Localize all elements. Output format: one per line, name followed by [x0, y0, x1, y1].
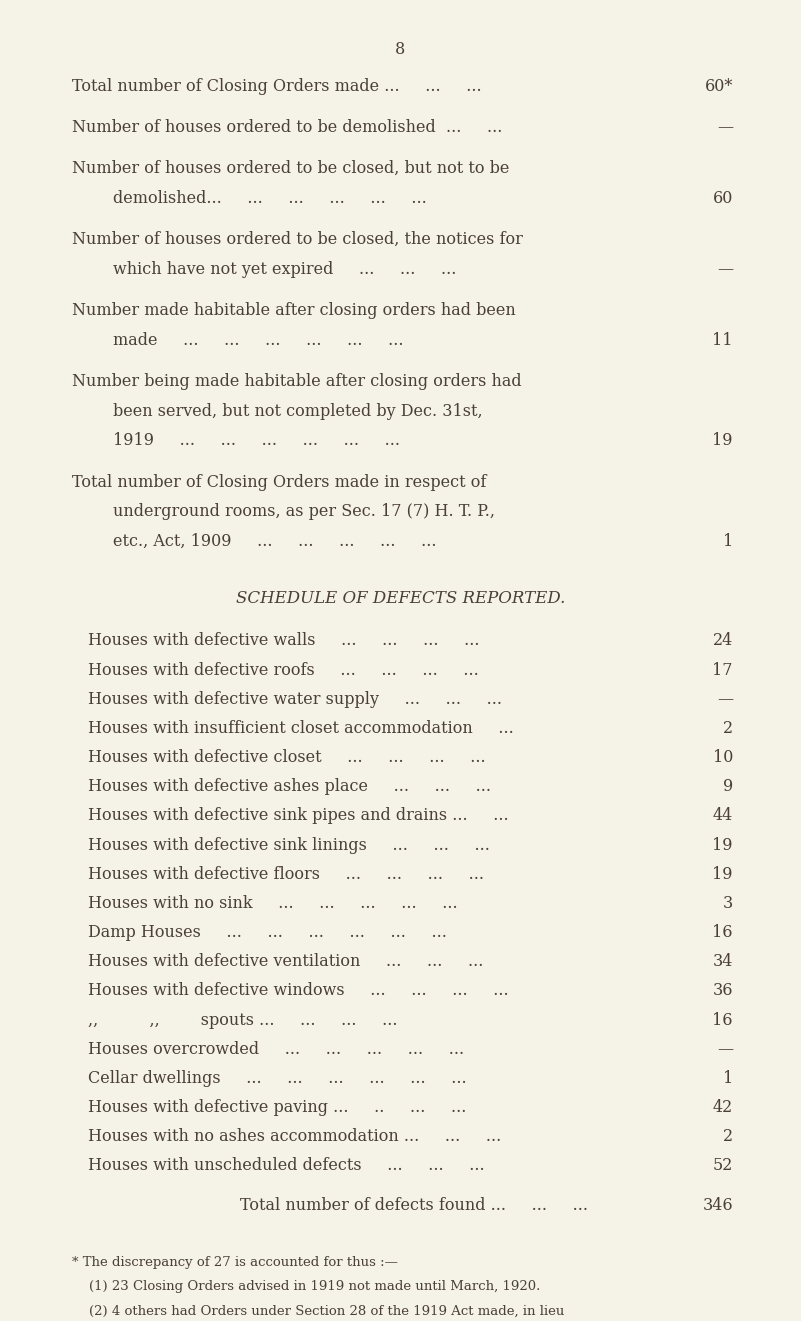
Text: ,,          ,,        spouts ...     ...     ...     ...: ,, ,, spouts ... ... ... ...: [88, 1012, 397, 1029]
Text: 19: 19: [712, 432, 733, 449]
Text: been served, but not completed by Dec. 31st,: been served, but not completed by Dec. 3…: [72, 403, 483, 420]
Text: Houses with defective ventilation     ...     ...     ...: Houses with defective ventilation ... ..…: [88, 954, 484, 971]
Text: 1: 1: [723, 1070, 733, 1087]
Text: —: —: [717, 260, 733, 277]
Text: 9: 9: [723, 778, 733, 795]
Text: Houses with unscheduled defects     ...     ...     ...: Houses with unscheduled defects ... ... …: [88, 1157, 485, 1174]
Text: 2: 2: [723, 1128, 733, 1145]
Text: Damp Houses     ...     ...     ...     ...     ...     ...: Damp Houses ... ... ... ... ... ...: [88, 925, 447, 941]
Text: underground rooms, as per Sec. 17 (7) H. T. P.,: underground rooms, as per Sec. 17 (7) H.…: [72, 503, 495, 520]
Text: 10: 10: [713, 749, 733, 766]
Text: Total number of Closing Orders made in respect of: Total number of Closing Orders made in r…: [72, 473, 486, 490]
Text: which have not yet expired     ...     ...     ...: which have not yet expired ... ... ...: [72, 260, 457, 277]
Text: Houses with defective sink linings     ...     ...     ...: Houses with defective sink linings ... .…: [88, 836, 490, 853]
Text: Number of houses ordered to be demolished  ...     ...: Number of houses ordered to be demolishe…: [72, 119, 502, 136]
Text: 19: 19: [712, 865, 733, 882]
Text: Houses with defective closet     ...     ...     ...     ...: Houses with defective closet ... ... ...…: [88, 749, 485, 766]
Text: 16: 16: [712, 925, 733, 941]
Text: Houses with defective floors     ...     ...     ...     ...: Houses with defective floors ... ... ...…: [88, 865, 484, 882]
Text: Houses with defective windows     ...     ...     ...     ...: Houses with defective windows ... ... ..…: [88, 983, 509, 1000]
Text: Houses with defective walls     ...     ...     ...     ...: Houses with defective walls ... ... ... …: [88, 633, 480, 650]
Text: 36: 36: [712, 983, 733, 1000]
Text: Number made habitable after closing orders had been: Number made habitable after closing orde…: [72, 303, 516, 318]
Text: Number of houses ordered to be closed, but not to be: Number of houses ordered to be closed, b…: [72, 160, 509, 177]
Text: Cellar dwellings     ...     ...     ...     ...     ...     ...: Cellar dwellings ... ... ... ... ... ...: [88, 1070, 467, 1087]
Text: 60: 60: [713, 190, 733, 207]
Text: 8: 8: [396, 41, 405, 58]
Text: —: —: [717, 1041, 733, 1058]
Text: (1) 23 Closing Orders advised in 1919 not made until March, 1920.: (1) 23 Closing Orders advised in 1919 no…: [72, 1280, 541, 1293]
Text: Number of houses ordered to be closed, the notices for: Number of houses ordered to be closed, t…: [72, 231, 523, 248]
Text: 19: 19: [712, 836, 733, 853]
Text: SCHEDULE OF DEFECTS REPORTED.: SCHEDULE OF DEFECTS REPORTED.: [235, 590, 566, 608]
Text: (2) 4 others had Orders under Section 28 of the 1919 Act made, in lieu: (2) 4 others had Orders under Section 28…: [72, 1304, 565, 1317]
Text: —: —: [717, 691, 733, 708]
Text: Houses with no ashes accommodation ...     ...     ...: Houses with no ashes accommodation ... .…: [88, 1128, 501, 1145]
Text: 3: 3: [723, 894, 733, 911]
Text: etc., Act, 1909     ...     ...     ...     ...     ...: etc., Act, 1909 ... ... ... ... ...: [72, 532, 437, 550]
Text: Houses with no sink     ...     ...     ...     ...     ...: Houses with no sink ... ... ... ... ...: [88, 894, 457, 911]
Text: 34: 34: [713, 954, 733, 971]
Text: * The discrepancy of 27 is accounted for thus :—: * The discrepancy of 27 is accounted for…: [72, 1256, 398, 1269]
Text: 346: 346: [702, 1197, 733, 1214]
Text: 60*: 60*: [705, 78, 733, 95]
Text: 44: 44: [713, 807, 733, 824]
Text: Houses with insufficient closet accommodation     ...: Houses with insufficient closet accommod…: [88, 720, 514, 737]
Text: 16: 16: [712, 1012, 733, 1029]
Text: demolished...     ...     ...     ...     ...     ...: demolished... ... ... ... ... ...: [72, 190, 427, 207]
Text: Houses with defective water supply     ...     ...     ...: Houses with defective water supply ... .…: [88, 691, 502, 708]
Text: 11: 11: [712, 332, 733, 349]
Text: 1919     ...     ...     ...     ...     ...     ...: 1919 ... ... ... ... ... ...: [72, 432, 400, 449]
Text: 17: 17: [712, 662, 733, 679]
Text: Houses with defective ashes place     ...     ...     ...: Houses with defective ashes place ... ..…: [88, 778, 491, 795]
Text: Houses with defective sink pipes and drains ...     ...: Houses with defective sink pipes and dra…: [88, 807, 509, 824]
Text: 1: 1: [723, 532, 733, 550]
Text: Houses with defective paving ...     ..     ...     ...: Houses with defective paving ... .. ... …: [88, 1099, 466, 1116]
Text: made     ...     ...     ...     ...     ...     ...: made ... ... ... ... ... ...: [72, 332, 404, 349]
Text: 52: 52: [713, 1157, 733, 1174]
Text: Total number of defects found ...     ...     ...: Total number of defects found ... ... ..…: [240, 1197, 588, 1214]
Text: 42: 42: [713, 1099, 733, 1116]
Text: 2: 2: [723, 720, 733, 737]
Text: Total number of Closing Orders made ...     ...     ...: Total number of Closing Orders made ... …: [72, 78, 481, 95]
Text: Number being made habitable after closing orders had: Number being made habitable after closin…: [72, 373, 521, 390]
Text: —: —: [717, 119, 733, 136]
Text: Houses overcrowded     ...     ...     ...     ...     ...: Houses overcrowded ... ... ... ... ...: [88, 1041, 465, 1058]
Text: 24: 24: [713, 633, 733, 650]
Text: Houses with defective roofs     ...     ...     ...     ...: Houses with defective roofs ... ... ... …: [88, 662, 479, 679]
